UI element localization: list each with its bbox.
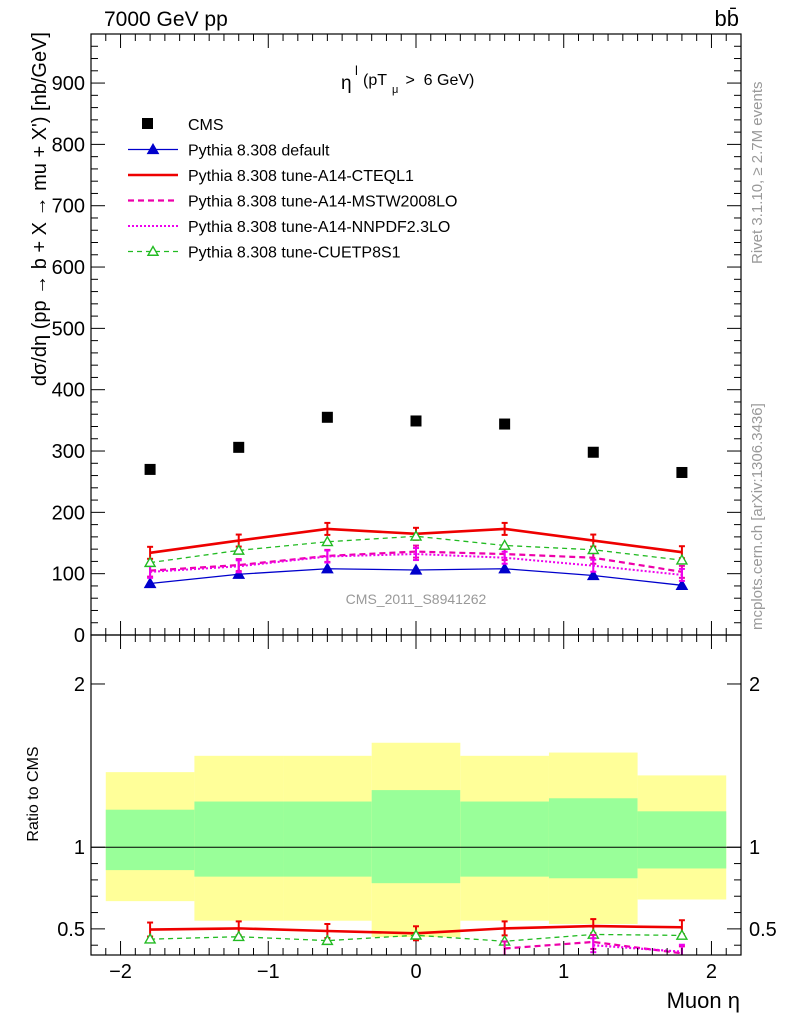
data-point-default bbox=[498, 562, 511, 574]
data-point-cms bbox=[676, 466, 688, 478]
svg-text:μ: μ bbox=[392, 84, 398, 96]
data-point-default bbox=[143, 576, 157, 589]
data-point-cms bbox=[321, 411, 333, 423]
x-tick-label: 1 bbox=[558, 961, 569, 983]
data-point-cuetp8s1 bbox=[587, 543, 600, 555]
legend-label: Pythia 8.308 tune-CUETP8S1 bbox=[188, 245, 401, 262]
data-point-default bbox=[232, 567, 246, 579]
x-axis-label: Muon η bbox=[667, 988, 740, 1013]
data-point-cuetp8s1 bbox=[321, 535, 334, 547]
ratio-y-tick-label: 0.5 bbox=[57, 919, 85, 941]
band-inner bbox=[637, 811, 727, 869]
data-point-cms bbox=[410, 415, 422, 427]
axes bbox=[90, 33, 742, 956]
data-point-cms bbox=[233, 441, 245, 453]
top-series-markers bbox=[143, 411, 689, 590]
ratio-point bbox=[409, 928, 423, 940]
legend-label: Pythia 8.308 tune-A14-CTEQL1 bbox=[188, 168, 414, 185]
energy-label: 7000 GeV pp bbox=[104, 8, 228, 31]
data-point-default bbox=[409, 563, 423, 575]
ratio-point bbox=[675, 928, 689, 940]
legend-label: Pythia 8.308 default bbox=[188, 143, 330, 160]
y-tick-label: 600 bbox=[52, 257, 85, 279]
ratio-series-lines bbox=[143, 918, 689, 955]
data-point-cms bbox=[587, 446, 599, 458]
band-inner bbox=[105, 809, 195, 871]
tick-labels: 0 100 200 300 400 500 600 700 800 900 0.5 0.5 1 1 2 2 −2… bbox=[52, 73, 777, 983]
band-inner bbox=[548, 798, 638, 879]
svg-text:> 6 GeV): > 6 GeV) bbox=[401, 72, 474, 89]
x-tick-label: 2 bbox=[706, 961, 717, 983]
band-inner bbox=[283, 801, 372, 877]
mcplots-label: mcplots.cern.ch [arXiv:1306.3436] bbox=[749, 403, 766, 630]
ratio-point bbox=[143, 932, 157, 944]
y-tick-label: 200 bbox=[52, 502, 85, 524]
ratio-y-tick-label: 2 bbox=[74, 674, 85, 696]
data-point-default bbox=[321, 562, 334, 574]
y-tick-label: 800 bbox=[52, 134, 85, 156]
legend: CMS Pythia 8.308 default Pythia 8.308 tune… bbox=[128, 117, 457, 262]
y-tick-label: 300 bbox=[52, 441, 85, 463]
ratio-y-tick-label: 1 bbox=[74, 837, 85, 859]
y-tick-label: 100 bbox=[52, 564, 85, 586]
legend-label: CMS bbox=[188, 117, 224, 134]
legend-swatch-marker bbox=[146, 142, 160, 155]
svg-text:(pT: (pT bbox=[363, 72, 387, 89]
legend-swatch-cms bbox=[142, 118, 153, 129]
band-inner bbox=[371, 790, 461, 884]
y-tick-label: 0 bbox=[74, 625, 85, 647]
x-tick-label: 0 bbox=[410, 961, 421, 983]
rivet-label: Rivet 3.1.10, ≥ 2.7M events bbox=[749, 82, 766, 265]
data-point-cuetp8s1 bbox=[409, 529, 423, 541]
y-tick-label: 500 bbox=[52, 318, 85, 340]
data-point-cuetp8s1 bbox=[675, 553, 689, 565]
uncertainty-bands bbox=[91, 742, 741, 938]
data-point-cms bbox=[499, 418, 511, 430]
data-point-cuetp8s1 bbox=[143, 556, 157, 568]
ratio-point bbox=[321, 934, 334, 946]
data-point-cuetp8s1 bbox=[498, 539, 511, 550]
data-point-default bbox=[586, 569, 600, 581]
ratio-y-tick-label-right: 2 bbox=[749, 674, 760, 696]
process-label: bb̄ bbox=[715, 6, 739, 31]
x-tick-label: −1 bbox=[257, 961, 280, 983]
legend-swatch-marker bbox=[146, 245, 160, 256]
legend-label: Pythia 8.308 tune-A14-NNPDF2.3LO bbox=[188, 219, 450, 236]
ratio-y-tick-label-right: 1 bbox=[749, 837, 760, 859]
x-tick-label: −2 bbox=[109, 961, 132, 983]
data-point-cuetp8s1 bbox=[232, 543, 245, 555]
svg-text:l: l bbox=[355, 63, 358, 78]
band-inner bbox=[460, 801, 549, 877]
svg-text:η: η bbox=[341, 73, 352, 94]
y-axis-label-top: dσ/dη (pp → b + X → mu + X') [nb/GeV] bbox=[29, 32, 51, 386]
plot-title: η l (pT μ > 6 GeV) bbox=[341, 63, 474, 96]
y-tick-label: 900 bbox=[52, 73, 85, 95]
legend-label: Pythia 8.308 tune-A14-MSTW2008LO bbox=[188, 194, 457, 211]
analysis-watermark: CMS_2011_S8941262 bbox=[346, 591, 487, 607]
ratio-point bbox=[232, 930, 245, 942]
data-point-default bbox=[675, 578, 689, 590]
y-tick-label: 400 bbox=[52, 380, 85, 402]
ratio-y-tick-label-right: 0.5 bbox=[749, 919, 777, 941]
y-axis-label-bottom: Ratio to CMS bbox=[25, 746, 42, 841]
band-inner bbox=[194, 801, 284, 877]
data-point-cms bbox=[144, 463, 156, 475]
y-tick-label: 700 bbox=[52, 196, 85, 218]
